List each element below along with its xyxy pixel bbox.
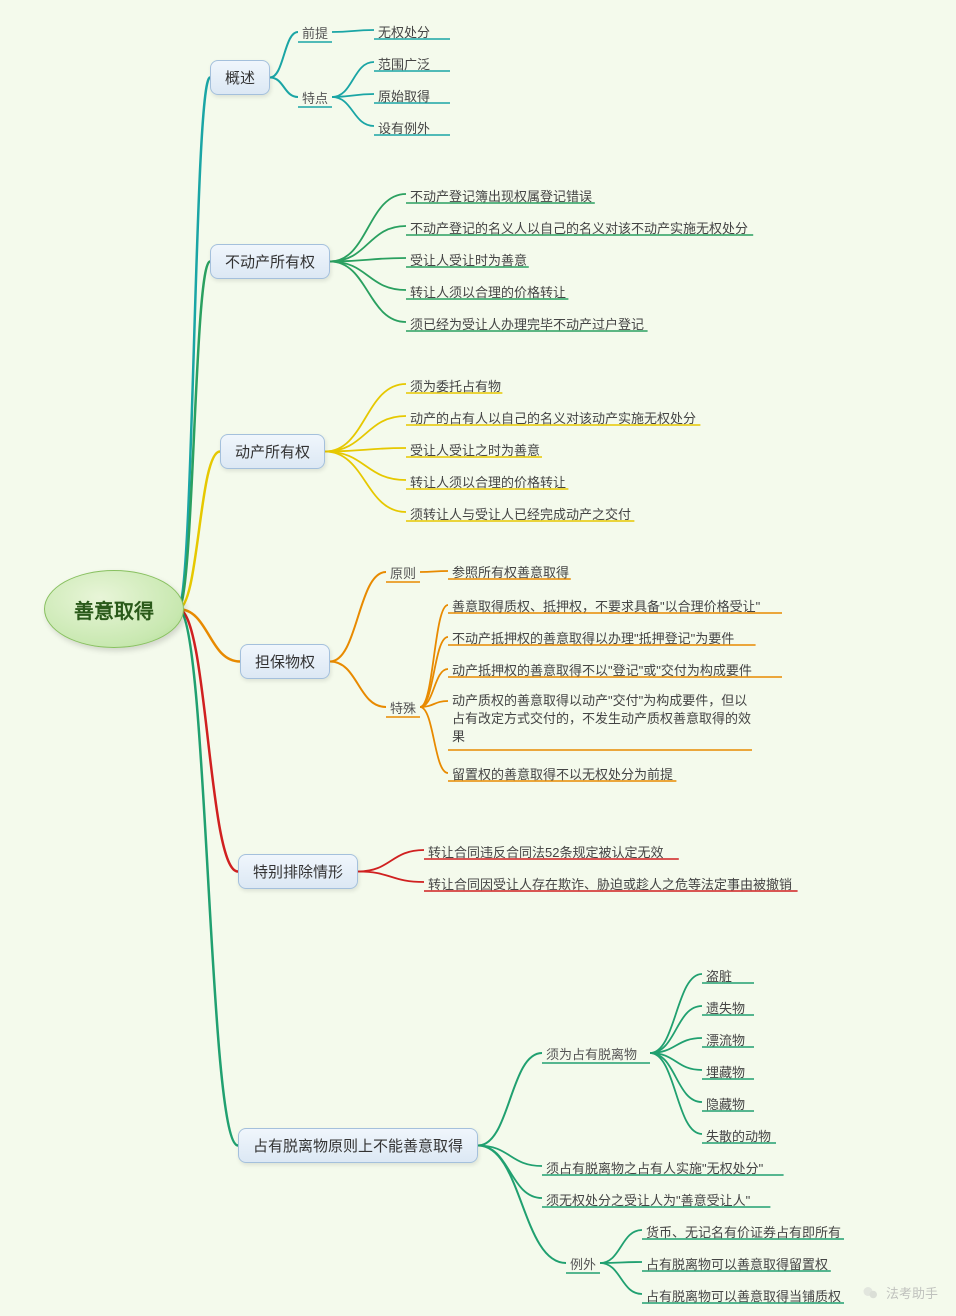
branch-node: 动产所有权: [220, 434, 325, 469]
leaf-item: 设有例外: [378, 118, 430, 139]
leaf-item: 占有脱离物可以善意取得当铺质权: [646, 1286, 841, 1307]
leaf-item: 不动产登记的名义人以自己的名义对该不动产实施无权处分: [410, 218, 748, 239]
branch-node: 特别排除情形: [238, 854, 358, 889]
leaf-item: 动产质权的善意取得以动产"交付"为构成要件，但以占有改定方式交付的，不发生动产质…: [452, 692, 752, 749]
wechat-icon: [862, 1284, 880, 1302]
leaf-item: 须无权处分之受让人为"善意受让人": [546, 1190, 750, 1211]
leaf-item: 动产的占有人以自己的名义对该动产实施无权处分: [410, 408, 696, 429]
leaf-item: 失散的动物: [706, 1126, 771, 1147]
leaf-item: 盗脏: [706, 966, 732, 987]
leaf-item: 动产抵押权的善意取得不以"登记"或"交付为构成要件: [452, 660, 752, 681]
leaf-item: 占有脱离物可以善意取得留置权: [646, 1254, 828, 1275]
leaf-item: 须占有脱离物之占有人实施"无权处分": [546, 1158, 763, 1179]
branch-node: 占有脱离物原则上不能善意取得: [238, 1128, 478, 1163]
group-label: 特殊: [390, 698, 416, 717]
branch-node: 概述: [210, 60, 270, 95]
leaf-item: 受让人受让时为善意: [410, 250, 527, 271]
leaf-item: 参照所有权善意取得: [452, 562, 569, 583]
leaf-item: 原始取得: [378, 86, 430, 107]
group-label: 前提: [302, 23, 328, 42]
leaf-item: 不动产抵押权的善意取得以办理"抵押登记"为要件: [452, 628, 734, 649]
group-label: 特点: [302, 88, 328, 107]
leaf-item: 须为委托占有物: [410, 376, 501, 397]
watermark: 法考助手: [862, 1283, 938, 1302]
leaf-item: 转让人须以合理的价格转让: [410, 472, 566, 493]
branch-node: 担保物权: [240, 644, 330, 679]
leaf-item: 须转让人与受让人已经完成动产之交付: [410, 504, 631, 525]
leaf-item: 埋藏物: [706, 1062, 745, 1083]
leaf-item: 隐藏物: [706, 1094, 745, 1115]
root-label: 善意取得: [74, 595, 154, 624]
group-label: 例外: [570, 1254, 596, 1273]
leaf-item: 漂流物: [706, 1030, 745, 1051]
leaf-item: 货币、无记名有价证券占有即所有: [646, 1222, 841, 1243]
leaf-item: 转让合同因受让人存在欺诈、胁迫或趁人之危等法定事由被撤销: [428, 874, 792, 895]
leaf-item: 无权处分: [378, 22, 430, 43]
leaf-item: 遗失物: [706, 998, 745, 1019]
leaf-item: 受让人受让之时为善意: [410, 440, 540, 461]
branch-node: 不动产所有权: [210, 244, 330, 279]
group-label: 原则: [390, 563, 416, 582]
leaf-item: 不动产登记簿出现权属登记错误: [410, 186, 592, 207]
leaf-item: 范围广泛: [378, 54, 430, 75]
leaf-item: 转让合同违反合同法52条规定被认定无效: [428, 842, 663, 863]
root-node: 善意取得: [44, 570, 184, 648]
leaf-item: 须已经为受让人办理完毕不动产过户登记: [410, 314, 644, 335]
leaf-item: 转让人须以合理的价格转让: [410, 282, 566, 303]
watermark-text: 法考助手: [886, 1283, 938, 1302]
leaf-item: 留置权的善意取得不以无权处分为前提: [452, 764, 673, 785]
group-label: 须为占有脱离物: [546, 1044, 637, 1063]
leaf-item: 善意取得质权、抵押权，不要求具备"以合理价格受让": [452, 596, 760, 617]
